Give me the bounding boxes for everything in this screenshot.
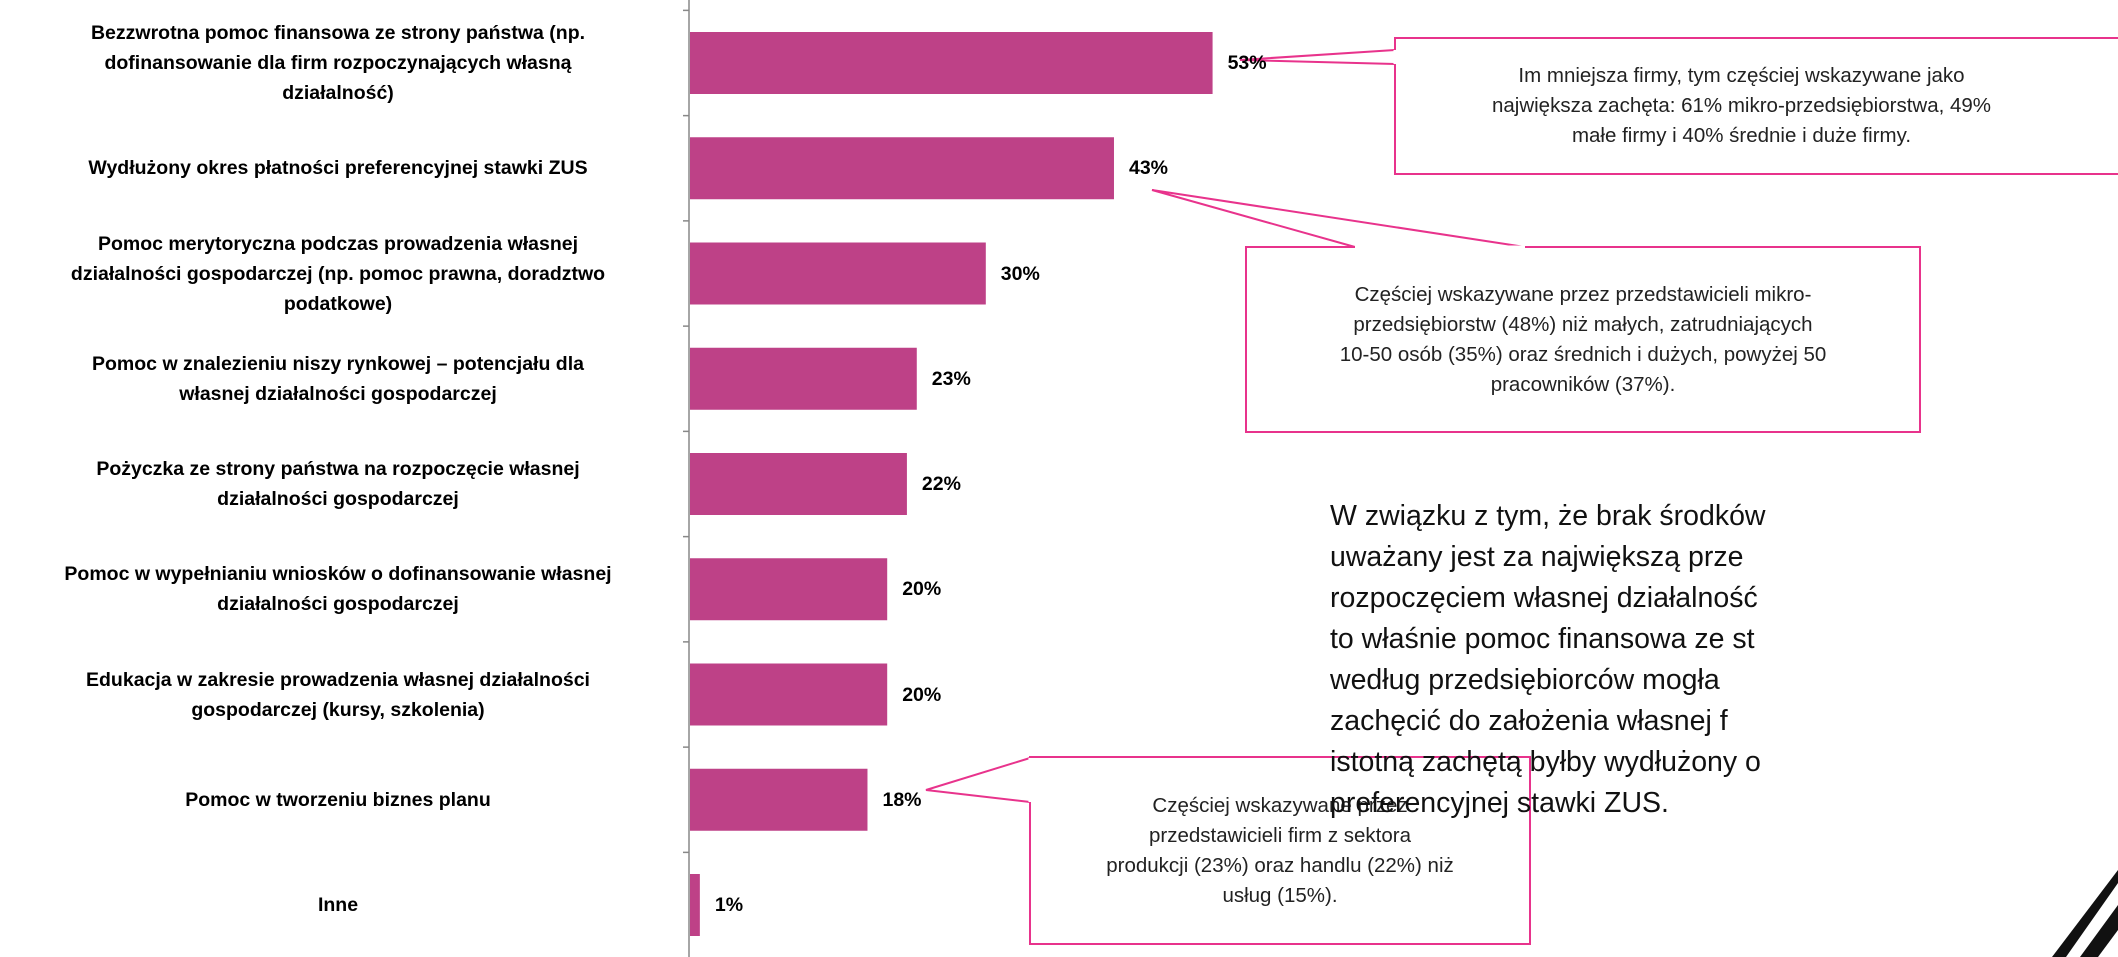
callout-pointer [1239, 49, 1396, 65]
category-label: Inne [317, 894, 359, 916]
callout-pointer [1151, 189, 1526, 248]
data-label: 22% [921, 473, 961, 495]
decorative-stroke [2080, 905, 2118, 957]
bar [690, 242, 986, 305]
data-label: 43% [1128, 157, 1168, 180]
callout-box [1394, 37, 2118, 175]
callout-box [1029, 756, 1531, 945]
callout-pointer [925, 757, 1031, 803]
bar [690, 874, 700, 936]
data-label: 20% [902, 683, 942, 706]
callout-text: Im mniejsza firmy, tym częściej wskazywa… [1491, 64, 1992, 147]
category-label: Pomoc w tworzeniu biznes planu [185, 788, 491, 811]
decorative-stroke [2052, 870, 2118, 957]
category-label: Pomoc w znalezieniu niszy rynkowej – pot… [92, 352, 584, 405]
category-label: Bezzwrotna pomoc finansowa ze strony pań… [90, 22, 586, 104]
category-label: Wydłużony okres płatności preferencyjnej… [88, 157, 588, 180]
callout-text: Częściej wskazywane przez przedstawicieli… [1106, 793, 1454, 907]
data-label: 18% [882, 788, 922, 811]
bar [690, 347, 917, 410]
data-label: 23% [931, 367, 971, 390]
bar [690, 137, 1114, 200]
category-label: Pomoc w wypełnianiu wniosków o dofinanso… [64, 563, 612, 616]
body-paragraph: W związku z tym, że brak środków uważany … [1330, 500, 1766, 819]
callout-box [1245, 246, 1921, 433]
category-label: Edukacja w zakresie prowadzenia własnej … [86, 668, 590, 721]
data-label: 1% [714, 894, 744, 916]
bar [690, 558, 888, 621]
bar [690, 663, 888, 726]
bar [690, 768, 868, 831]
callout-text: Częściej wskazywane przez przedstawiciel… [1339, 282, 1827, 396]
data-label: 20% [902, 578, 942, 601]
bar [690, 32, 1213, 94]
data-label: 53% [1227, 52, 1267, 74]
data-label: 30% [1000, 262, 1040, 285]
category-label: Pożyczka ze strony państwa na rozpoczęci… [96, 458, 580, 510]
category-label: Pomoc merytoryczna podczas prowadzenia w… [70, 232, 606, 315]
bar [690, 453, 907, 515]
